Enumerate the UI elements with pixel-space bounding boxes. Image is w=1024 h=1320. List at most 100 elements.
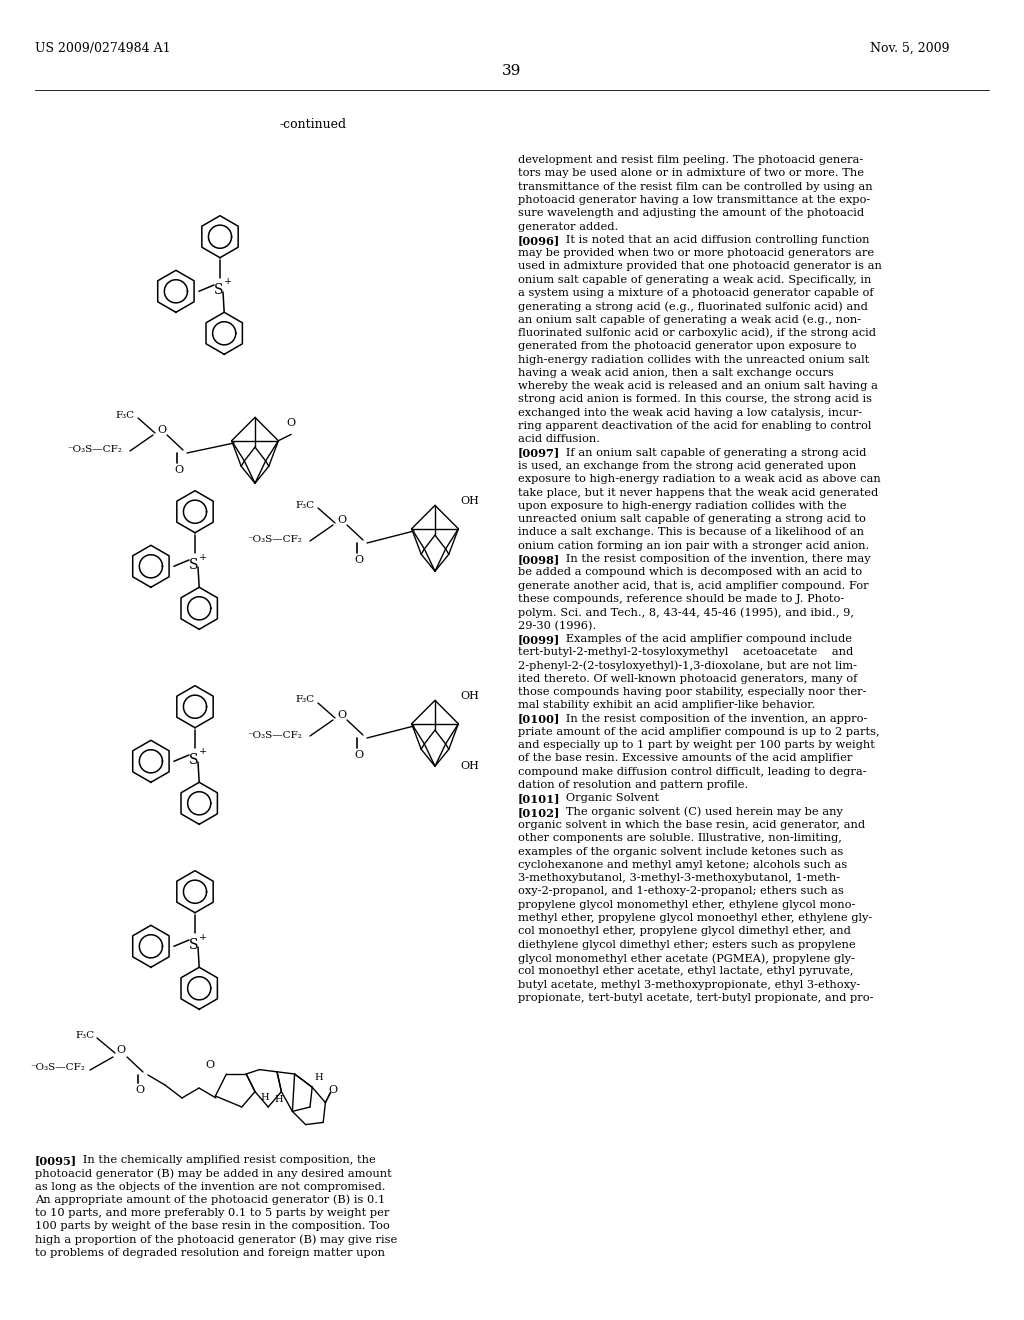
Text: propionate, tert-butyl acetate, tert-butyl propionate, and pro-: propionate, tert-butyl acetate, tert-but… — [518, 993, 873, 1003]
Text: mal stability exhibit an acid amplifier-like behavior.: mal stability exhibit an acid amplifier-… — [518, 701, 815, 710]
Text: Nov. 5, 2009: Nov. 5, 2009 — [870, 42, 949, 55]
Text: O: O — [174, 465, 183, 475]
Text: [0095]: [0095] — [35, 1155, 77, 1166]
Text: may be provided when two or more photoacid generators are: may be provided when two or more photoac… — [518, 248, 874, 259]
Text: polym. Sci. and Tech., 8, 43-44, 45-46 (1995), and ibid., 9,: polym. Sci. and Tech., 8, 43-44, 45-46 (… — [518, 607, 854, 618]
Text: OH: OH — [461, 762, 479, 771]
Text: [0098]: [0098] — [518, 554, 560, 565]
Text: and especially up to 1 part by weight per 100 parts by weight: and especially up to 1 part by weight pe… — [518, 741, 874, 750]
Text: [0102]: [0102] — [518, 807, 560, 817]
Text: unreacted onium salt capable of generating a strong acid to: unreacted onium salt capable of generati… — [518, 513, 866, 524]
Text: be added a compound which is decomposed with an acid to: be added a compound which is decomposed … — [518, 568, 862, 577]
Text: generator added.: generator added. — [518, 222, 618, 231]
Text: oxy-2-propanol, and 1-ethoxy-2-propanol; ethers such as: oxy-2-propanol, and 1-ethoxy-2-propanol;… — [518, 887, 844, 896]
Text: [0097]: [0097] — [518, 447, 560, 458]
Text: In the resist composition of the invention, there may: In the resist composition of the inventi… — [555, 554, 870, 564]
Text: take place, but it never happens that the weak acid generated: take place, but it never happens that th… — [518, 487, 879, 498]
Text: +: + — [224, 277, 232, 286]
Text: F₃C: F₃C — [115, 411, 134, 420]
Text: cyclohexanone and methyl amyl ketone; alcohols such as: cyclohexanone and methyl amyl ketone; al… — [518, 859, 847, 870]
Text: generating a strong acid (e.g., fluorinated sulfonic acid) and: generating a strong acid (e.g., fluorina… — [518, 301, 868, 312]
Text: ited thereto. Of well-known photoacid generators, many of: ited thereto. Of well-known photoacid ge… — [518, 673, 857, 684]
Text: acid diffusion.: acid diffusion. — [518, 434, 600, 445]
Text: O: O — [337, 710, 346, 719]
Text: F₃C: F₃C — [295, 500, 314, 510]
Text: ⁻O₃S—CF₂: ⁻O₃S—CF₂ — [247, 536, 302, 544]
Text: O: O — [329, 1085, 338, 1094]
Text: OH: OH — [461, 496, 479, 506]
Text: ⁻O₃S—CF₂: ⁻O₃S—CF₂ — [247, 730, 302, 739]
Text: other components are soluble. Illustrative, non-limiting,: other components are soluble. Illustrati… — [518, 833, 842, 843]
Text: ⁻O₃S—CF₂: ⁻O₃S—CF₂ — [30, 1064, 85, 1072]
Text: compound make diffusion control difficult, leading to degra-: compound make diffusion control difficul… — [518, 767, 866, 776]
Text: as long as the objects of the invention are not compromised.: as long as the objects of the invention … — [35, 1181, 385, 1192]
Text: priate amount of the acid amplifier compound is up to 2 parts,: priate amount of the acid amplifier comp… — [518, 727, 880, 737]
Text: [0096]: [0096] — [518, 235, 560, 246]
Text: In the resist composition of the invention, an appro-: In the resist composition of the inventi… — [555, 714, 867, 723]
Text: is used, an exchange from the strong acid generated upon: is used, an exchange from the strong aci… — [518, 461, 856, 471]
Text: +: + — [199, 747, 207, 756]
Text: col monoethyl ether, propylene glycol dimethyl ether, and: col monoethyl ether, propylene glycol di… — [518, 927, 851, 936]
Text: sure wavelength and adjusting the amount of the photoacid: sure wavelength and adjusting the amount… — [518, 209, 864, 218]
Text: upon exposure to high-energy radiation collides with the: upon exposure to high-energy radiation c… — [518, 500, 847, 511]
Text: generated from the photoacid generator upon exposure to: generated from the photoacid generator u… — [518, 341, 856, 351]
Text: high a proportion of the photoacid generator (B) may give rise: high a proportion of the photoacid gener… — [35, 1234, 397, 1245]
Text: transmittance of the resist film can be controlled by using an: transmittance of the resist film can be … — [518, 182, 872, 191]
Text: US 2009/0274984 A1: US 2009/0274984 A1 — [35, 42, 171, 55]
Text: tors may be used alone or in admixture of two or more. The: tors may be used alone or in admixture o… — [518, 168, 864, 178]
Text: An appropriate amount of the photoacid generator (B) is 0.1: An appropriate amount of the photoacid g… — [35, 1195, 385, 1205]
Text: S: S — [189, 558, 199, 572]
Text: 2-phenyl-2-(2-tosyloxyethyl)-1,3-dioxolane, but are not lim-: 2-phenyl-2-(2-tosyloxyethyl)-1,3-dioxola… — [518, 660, 857, 671]
Text: used in admixture provided that one photoacid generator is an: used in admixture provided that one phot… — [518, 261, 882, 272]
Text: O: O — [337, 515, 346, 525]
Text: It is noted that an acid diffusion controlling function: It is noted that an acid diffusion contr… — [555, 235, 869, 244]
Text: high-energy radiation collides with the unreacted onium salt: high-energy radiation collides with the … — [518, 355, 869, 364]
Text: H: H — [261, 1093, 269, 1102]
Text: [0100]: [0100] — [518, 714, 560, 725]
Text: 39: 39 — [503, 63, 521, 78]
Text: photoacid generator (B) may be added in any desired amount: photoacid generator (B) may be added in … — [35, 1168, 392, 1179]
Text: H: H — [274, 1094, 283, 1104]
Text: butyl acetate, methyl 3-methoxypropionate, ethyl 3-ethoxy-: butyl acetate, methyl 3-methoxypropionat… — [518, 979, 860, 990]
Text: O: O — [116, 1045, 125, 1055]
Text: O: O — [354, 554, 364, 565]
Text: examples of the organic solvent include ketones such as: examples of the organic solvent include … — [518, 846, 844, 857]
Text: 3-methoxybutanol, 3-methyl-3-methoxybutanol, 1-meth-: 3-methoxybutanol, 3-methyl-3-methoxybuta… — [518, 874, 840, 883]
Text: In the chemically amplified resist composition, the: In the chemically amplified resist compo… — [72, 1155, 376, 1166]
Text: those compounds having poor stability, especially noor ther-: those compounds having poor stability, e… — [518, 686, 866, 697]
Text: onium cation forming an ion pair with a stronger acid anion.: onium cation forming an ion pair with a … — [518, 541, 869, 550]
Text: a system using a mixture of a photoacid generator capable of: a system using a mixture of a photoacid … — [518, 288, 873, 298]
Text: S: S — [189, 752, 199, 767]
Text: of the base resin. Excessive amounts of the acid amplifier: of the base resin. Excessive amounts of … — [518, 754, 852, 763]
Text: fluorinated sulfonic acid or carboxylic acid), if the strong acid: fluorinated sulfonic acid or carboxylic … — [518, 327, 876, 338]
Text: induce a salt exchange. This is because of a likelihood of an: induce a salt exchange. This is because … — [518, 528, 864, 537]
Text: [0099]: [0099] — [518, 634, 560, 644]
Text: Organic Solvent: Organic Solvent — [555, 793, 658, 804]
Text: F₃C: F₃C — [295, 696, 314, 705]
Text: OH: OH — [461, 692, 479, 701]
Text: The organic solvent (C) used herein may be any: The organic solvent (C) used herein may … — [555, 807, 843, 817]
Text: O: O — [157, 425, 166, 436]
Text: glycol monomethyl ether acetate (PGMEA), propylene gly-: glycol monomethyl ether acetate (PGMEA),… — [518, 953, 855, 964]
Text: having a weak acid anion, then a salt exchange occurs: having a weak acid anion, then a salt ex… — [518, 368, 834, 378]
Text: to 10 parts, and more preferably 0.1 to 5 parts by weight per: to 10 parts, and more preferably 0.1 to … — [35, 1208, 389, 1218]
Text: O: O — [287, 418, 296, 429]
Text: diethylene glycol dimethyl ether; esters such as propylene: diethylene glycol dimethyl ether; esters… — [518, 940, 856, 949]
Text: ⁻O₃S—CF₂: ⁻O₃S—CF₂ — [67, 446, 122, 454]
Text: development and resist film peeling. The photoacid genera-: development and resist film peeling. The… — [518, 154, 863, 165]
Text: generate another acid, that is, acid amplifier compound. For: generate another acid, that is, acid amp… — [518, 581, 868, 590]
Text: exposure to high-energy radiation to a weak acid as above can: exposure to high-energy radiation to a w… — [518, 474, 881, 484]
Text: exchanged into the weak acid having a low catalysis, incur-: exchanged into the weak acid having a lo… — [518, 408, 862, 417]
Text: organic solvent in which the base resin, acid generator, and: organic solvent in which the base resin,… — [518, 820, 865, 830]
Text: 100 parts by weight of the base resin in the composition. Too: 100 parts by weight of the base resin in… — [35, 1221, 390, 1232]
Text: to problems of degraded resolution and foreign matter upon: to problems of degraded resolution and f… — [35, 1249, 385, 1258]
Text: O: O — [206, 1060, 215, 1071]
Text: F₃C: F₃C — [75, 1031, 94, 1040]
Text: S: S — [214, 282, 223, 297]
Text: H: H — [314, 1073, 323, 1082]
Text: [0101]: [0101] — [518, 793, 560, 804]
Text: whereby the weak acid is released and an onium salt having a: whereby the weak acid is released and an… — [518, 381, 878, 391]
Text: S: S — [189, 939, 199, 952]
Text: an onium salt capable of generating a weak acid (e.g., non-: an onium salt capable of generating a we… — [518, 314, 861, 325]
Text: Examples of the acid amplifier compound include: Examples of the acid amplifier compound … — [555, 634, 852, 644]
